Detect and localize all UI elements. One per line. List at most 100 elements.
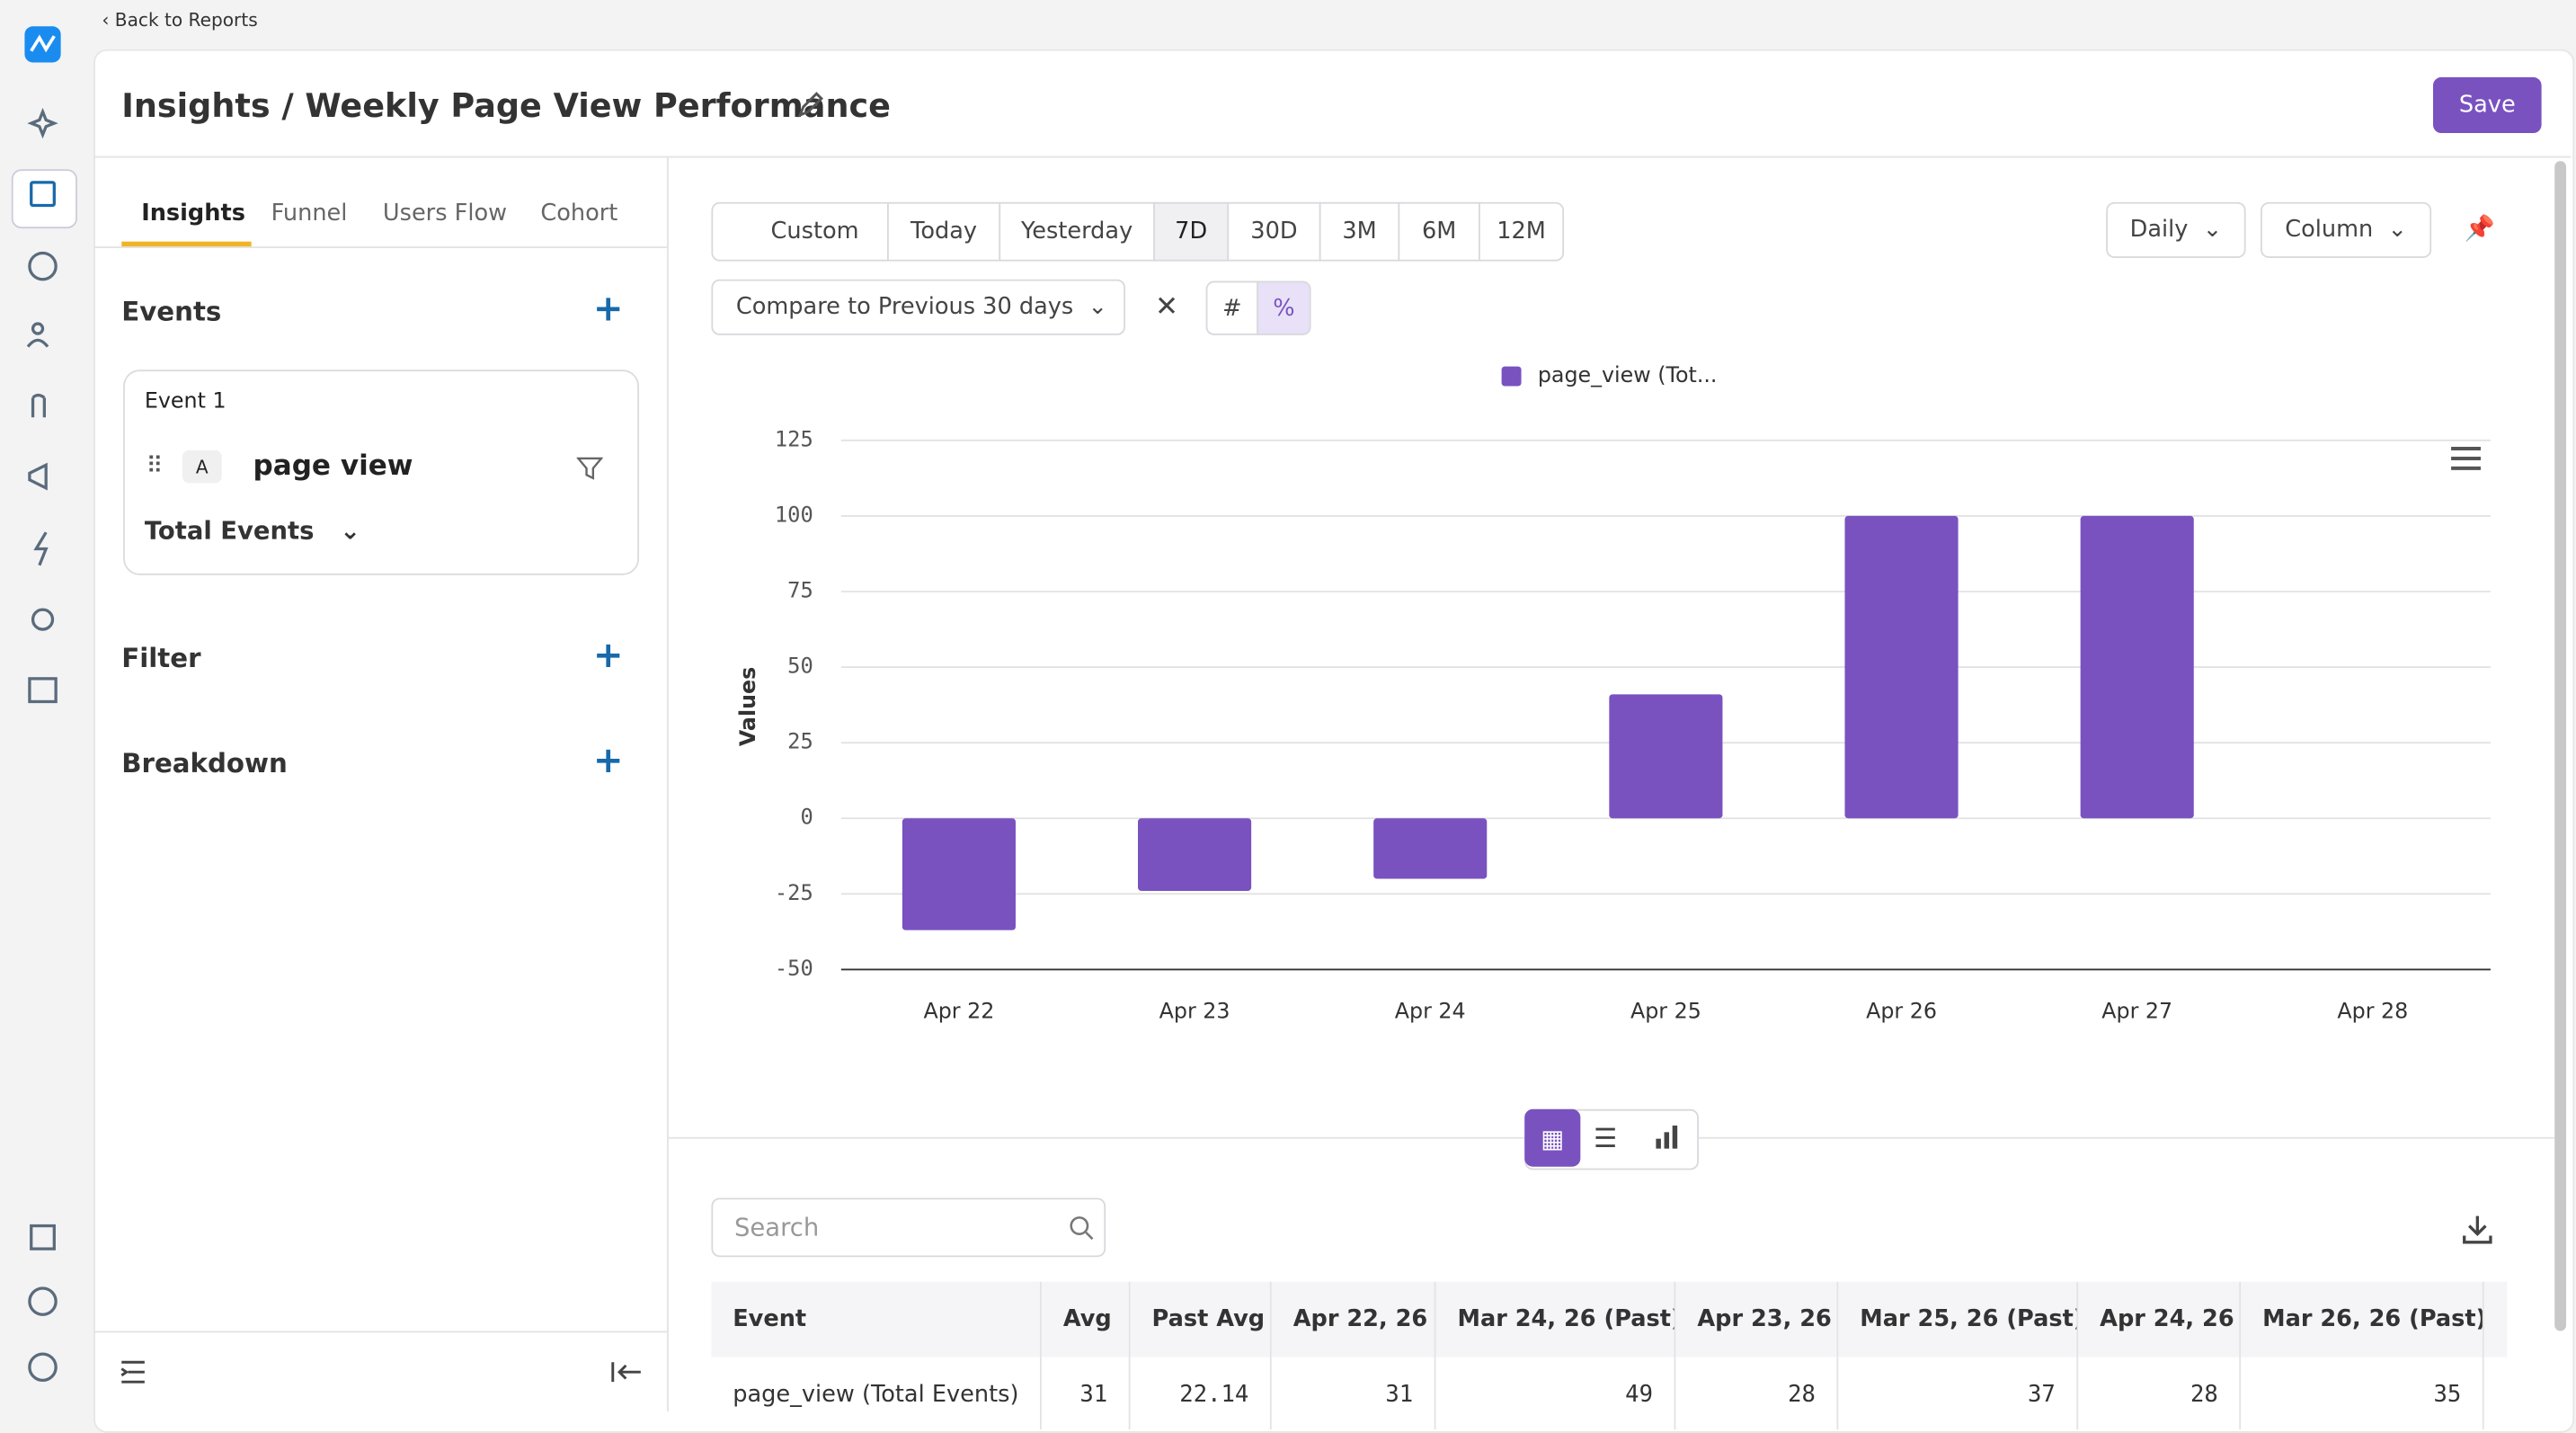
column-header[interactable]: A [2483, 1281, 2508, 1357]
percent-toggle[interactable]: % [1257, 280, 1311, 335]
back-link[interactable]: ‹ Back to Reports [102, 9, 258, 31]
nav-reports[interactable] [11, 169, 77, 229]
event-badge: A [182, 449, 222, 484]
filter-heading: Filter [121, 642, 201, 674]
chart: Values -50 -25 0 25 50 75 100 125 page_view (Tot… [735, 362, 2491, 1023]
y-tick-label: 25 [787, 729, 813, 754]
column-header[interactable]: Apr 23, 26 [1674, 1281, 1839, 1357]
legend-label: page_view (Tot... [1538, 362, 1718, 387]
back-text: Back to Reports [114, 9, 258, 31]
interval-text: Daily [2129, 217, 2189, 244]
view-chart[interactable] [1653, 1124, 1683, 1150]
bar [1609, 694, 1723, 819]
column-header[interactable]: Mar 26, 26 (Past) [2240, 1281, 2484, 1357]
table-cell: 28 [1674, 1357, 1839, 1430]
bar [1373, 818, 1488, 879]
range-button[interactable]: Today [887, 201, 1001, 262]
range-button[interactable]: 6M [1398, 201, 1480, 262]
divider [93, 156, 2572, 158]
chart-kind-select[interactable]: Column ⌄ [2261, 201, 2432, 258]
table-header-row: Event Avg Past Avg Apr 22, 26 Mar 24, 26 (Pa… [711, 1281, 2508, 1357]
search-box[interactable] [711, 1197, 1106, 1258]
bar [1138, 818, 1252, 891]
y-tick-label: 100 [775, 502, 813, 527]
table-cell: 35 [2240, 1357, 2484, 1430]
measure-select[interactable]: Total Events ⌄ [144, 515, 361, 546]
range-button[interactable]: 7D [1153, 201, 1230, 262]
y-tick-label: 0 [800, 805, 813, 830]
tab[interactable]: Insights [141, 200, 245, 227]
y-tick-label: -50 [775, 956, 813, 981]
chart-menu[interactable] [2451, 446, 2481, 470]
column-header[interactable]: Event [711, 1281, 1043, 1357]
edit-icon[interactable] [795, 91, 825, 120]
search-placeholder: Search [734, 1212, 820, 1242]
y-axis-title: Values [735, 667, 760, 746]
y-tick-label: 125 [775, 426, 813, 451]
table-cell: 28 [2077, 1357, 2242, 1430]
nav-icons [26, 107, 58, 704]
tab[interactable]: Cohort [540, 200, 618, 227]
divider [93, 246, 668, 248]
table-wrap: Event Avg Past Avg Apr 22, 26 Mar 24, 26 (Pa… [711, 1281, 2508, 1430]
clear-compare[interactable]: ✕ [1154, 290, 1178, 325]
column-header[interactable]: Mar 24, 26 (Past) [1435, 1281, 1676, 1357]
add-filter[interactable]: + [592, 636, 624, 678]
tab[interactable]: Funnel [271, 200, 348, 227]
drag-handle[interactable]: ⠿ [146, 453, 164, 480]
tab-underline [121, 241, 252, 247]
table-cell: 22.14 [1129, 1357, 1272, 1430]
x-tick-label: Apr 25 [1630, 998, 1701, 1023]
x-tick-label: Apr 26 [1866, 998, 1937, 1023]
filter-icon[interactable] [576, 455, 603, 481]
x-tick-label: Apr 27 [2101, 998, 2172, 1023]
interval-select[interactable]: Daily ⌄ [2106, 201, 2246, 258]
event-label: Event 1 [144, 389, 227, 414]
range-button[interactable]: 12M [1479, 201, 1565, 262]
range-button[interactable]: 30D [1227, 201, 1321, 262]
tab[interactable]: Users Flow [382, 200, 508, 227]
compare-text: Compare to Previous 30 days [735, 294, 1074, 321]
add-event[interactable]: + [592, 289, 624, 331]
view-list[interactable]: ☰ [1593, 1122, 1618, 1154]
y-tick-label: -25 [775, 880, 813, 905]
table-cell: 31 [1041, 1357, 1131, 1430]
breakdown-heading: Breakdown [121, 747, 288, 779]
download-icon[interactable] [2461, 1213, 2494, 1246]
table-cell: 31 [1271, 1357, 1436, 1430]
range-button[interactable]: 3M [1319, 201, 1400, 262]
range-button[interactable]: Yesterday [999, 201, 1155, 262]
event-name: page view [253, 449, 413, 484]
x-tick-label: Apr 23 [1159, 998, 1230, 1023]
x-tick-label: Apr 28 [2337, 998, 2408, 1023]
sidebar-footer-icons[interactable] [119, 1357, 661, 1387]
x-tick-label: Apr 24 [1395, 998, 1466, 1023]
bar [902, 818, 1016, 930]
data-table: Event Avg Past Avg Apr 22, 26 Mar 24, 26 (Pa… [711, 1281, 2508, 1430]
column-header[interactable]: Apr 24, 26 [2077, 1281, 2242, 1357]
nav-bottom-icons [28, 1224, 58, 1382]
column-header[interactable]: Apr 22, 26 [1271, 1281, 1436, 1357]
table-cell: page_view (Total Events) [711, 1357, 1043, 1430]
add-breakdown[interactable]: + [592, 741, 624, 783]
divider [93, 1331, 668, 1333]
divider [667, 157, 669, 1412]
search-icon [1070, 1216, 1094, 1241]
range-button[interactable]: Custom [711, 201, 889, 262]
view-grid[interactable]: ▦ [1524, 1108, 1581, 1167]
bar [2080, 515, 2194, 819]
pin-icon[interactable]: 📌 [2464, 213, 2495, 244]
column-header[interactable]: Past Avg [1129, 1281, 1272, 1357]
bar [1844, 515, 1959, 819]
save-button[interactable]: Save [2432, 76, 2542, 134]
table-row: page_view (Total Events) 31 22.14 31 49 28 37 2… [711, 1357, 2507, 1430]
column-header[interactable]: Mar 25, 26 (Past) [1837, 1281, 2079, 1357]
chart-kind-text: Column [2285, 217, 2374, 244]
y-tick-label: 75 [787, 578, 813, 603]
logo[interactable] [24, 26, 61, 63]
legend-swatch [1501, 366, 1522, 387]
column-header[interactable]: Avg [1041, 1281, 1131, 1357]
compare-select[interactable]: Compare to Previous 30 days ⌄ [711, 279, 1126, 335]
